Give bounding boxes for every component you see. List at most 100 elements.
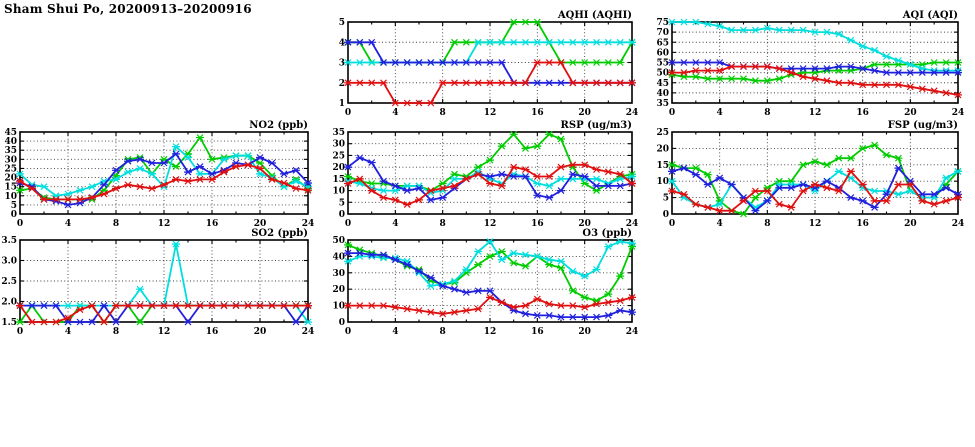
x-tick-label: 20: [578, 327, 591, 337]
y-tick-label: 25: [4, 164, 17, 174]
chart-title-aqi: AQI (AQI): [902, 10, 958, 21]
chart-canvas-fsp: 0 4 8 12 16 20 24 0 5 10 15 20 25 FSP (ug/m3): [656, 120, 965, 229]
y-tick-label: 0: [339, 210, 345, 220]
y-tick-label: 30: [4, 155, 17, 165]
x-tick-label: 20: [254, 219, 267, 229]
x-tick-label: 4: [717, 108, 723, 118]
x-tick-label: 4: [392, 327, 398, 337]
series-markers-red-aqhi: [344, 59, 636, 107]
y-tick-label: 2.5: [1, 277, 17, 287]
x-tick-label: 0: [17, 219, 23, 229]
y-tick-label: 10: [332, 187, 345, 197]
x-tick-label: 20: [254, 327, 267, 337]
series-line-cyan-o3: [347, 240, 633, 287]
series-markers-cyan-o3: [344, 238, 636, 290]
x-tick-label: 8: [113, 219, 119, 229]
series-markers-red-rsp: [344, 161, 636, 209]
y-tick-label: 5: [339, 198, 345, 208]
x-tick-label: 0: [345, 327, 351, 337]
x-tick-label: 16: [206, 327, 219, 337]
x-tick-label: 20: [904, 219, 917, 229]
series-markers-green-no2: [16, 134, 312, 203]
y-tick-label: 75: [656, 18, 669, 28]
series-line-cyan-rsp: [347, 170, 633, 194]
series-markers-red-o3: [344, 293, 636, 318]
x-tick-label: 20: [578, 108, 591, 118]
x-tick-label: 24: [302, 219, 315, 229]
x-tick-label: 0: [17, 327, 23, 337]
y-tick-label: 20: [4, 174, 17, 184]
y-tick-label: 45: [4, 128, 17, 138]
series-markers-red-fsp: [668, 167, 962, 215]
x-tick-label: 4: [65, 219, 71, 229]
y-tick-label: 45: [656, 79, 669, 89]
y-tick-label: 20: [656, 144, 669, 154]
x-tick-label: 12: [484, 327, 497, 337]
x-tick-label: 4: [717, 219, 723, 229]
x-tick-label: 24: [952, 219, 965, 229]
y-tick-label: 50: [656, 69, 669, 79]
y-tick-label: 1.5: [1, 318, 17, 328]
chart-canvas-o3: 0 4 8 12 16 20 24 0 10 20 30 40 50 O3 (ppb): [332, 228, 638, 337]
x-tick-label: 16: [531, 219, 544, 229]
y-tick-label: 30: [332, 269, 345, 279]
y-tick-label: 10: [4, 192, 17, 202]
x-tick-label: 16: [856, 108, 869, 118]
x-tick-label: 24: [626, 108, 639, 118]
series-markers-cyan-rsp: [344, 168, 636, 197]
series-markers-red-so2: [16, 302, 312, 326]
chart-so2: 0 4 8 12 16 20 24 1.5 2.0 2.5 3.0 3.5 SO2 (ppb): [0, 226, 318, 339]
y-tick-label: 5: [663, 194, 669, 204]
y-tick-label: 0: [663, 210, 669, 220]
y-tick-label: 35: [332, 128, 345, 138]
x-tick-label: 24: [952, 108, 965, 118]
x-tick-label: 8: [113, 327, 119, 337]
y-tick-label: 15: [4, 183, 17, 193]
chart-title-so2: SO2 (ppb): [251, 228, 308, 239]
x-tick-label: 8: [764, 108, 770, 118]
x-tick-label: 4: [392, 108, 398, 118]
x-tick-label: 12: [484, 219, 497, 229]
series-markers-red-no2: [16, 161, 312, 203]
x-tick-label: 16: [531, 108, 544, 118]
y-tick-label: 10: [332, 302, 345, 312]
series-markers-blue-fsp: [668, 164, 962, 215]
x-tick-label: 12: [158, 327, 171, 337]
x-tick-label: 12: [158, 219, 171, 229]
y-tick-label: 55: [656, 59, 669, 69]
chart-rsp: 0 4 8 12 16 20 24 0 5 10 15 20 25 30 35 RSP (ug/m3): [328, 118, 642, 231]
x-tick-label: 4: [392, 219, 398, 229]
x-tick-label: 0: [669, 108, 675, 118]
x-tick-label: 8: [440, 108, 446, 118]
y-tick-label: 25: [656, 128, 669, 138]
chart-o3: 0 4 8 12 16 20 24 0 10 20 30 40 50 O3 (ppb): [328, 226, 642, 339]
series-markers-cyan-aqi: [668, 18, 962, 75]
y-tick-label: 25: [332, 151, 345, 161]
y-tick-label: 0: [11, 210, 17, 220]
x-tick-label: 12: [484, 108, 497, 118]
x-tick-label: 24: [302, 327, 315, 337]
y-tick-label: 40: [4, 137, 17, 147]
x-tick-label: 8: [440, 219, 446, 229]
y-tick-label: 35: [4, 146, 17, 156]
y-tick-label: 5: [11, 201, 17, 211]
chart-aqi: 0 4 8 12 16 20 24 35 40 45 50 55 60 65 70 75 AQI (AQI): [652, 8, 968, 120]
y-tick-label: 30: [332, 140, 345, 150]
x-tick-label: 12: [809, 219, 822, 229]
chart-no2: 0 4 8 12 16 20 24 0 5 10 15 20 25 30 35 40 45 NO2 (ppb): [0, 118, 318, 231]
y-tick-label: 40: [332, 252, 345, 262]
y-tick-label: 0: [339, 318, 345, 328]
series-line-cyan-no2: [19, 145, 309, 197]
y-tick-label: 1: [339, 99, 345, 109]
x-tick-label: 24: [626, 219, 639, 229]
chart-canvas-so2: 0 4 8 12 16 20 24 1.5 2.0 2.5 3.0 3.5 SO2 (ppb): [1, 228, 315, 337]
x-tick-label: 16: [531, 327, 544, 337]
series-markers-red-aqi: [668, 63, 962, 99]
y-tick-label: 3.5: [1, 236, 17, 246]
main-title: Sham Shui Po, 20200913–20200916: [4, 2, 252, 16]
y-tick-label: 20: [332, 163, 345, 173]
x-tick-label: 16: [206, 219, 219, 229]
